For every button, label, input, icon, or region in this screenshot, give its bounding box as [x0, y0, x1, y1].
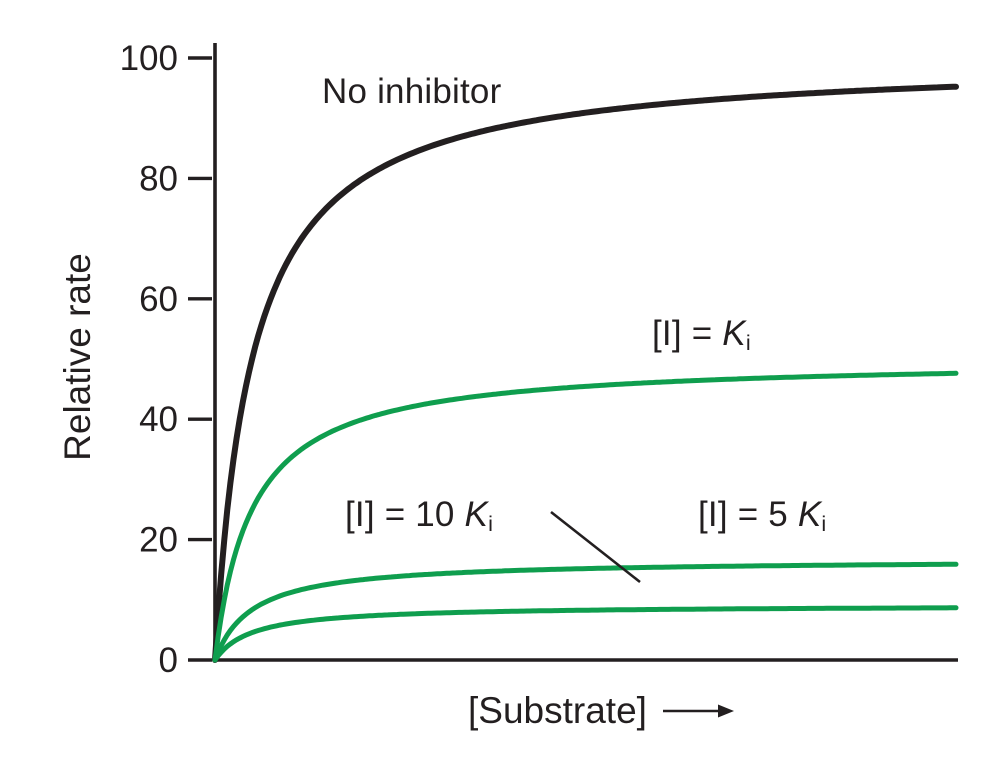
y-tick-label: 80: [139, 159, 178, 198]
curve-label-i-equals-5ki: [I] = 5 Ki: [698, 495, 826, 537]
curve-label-part: [I] =: [652, 314, 723, 353]
curve-label-part: K: [464, 495, 489, 534]
label-leader-line: [550, 510, 641, 584]
curve-label-part: K: [722, 314, 746, 353]
y-tick-label: 0: [159, 641, 178, 680]
x-axis-title-text: [Substrate]: [468, 690, 647, 731]
curve-label-i-equals-ki: [I] = Ki: [652, 314, 751, 356]
curve-label-i-equals-10ki: [I] = 10 Ki: [345, 495, 493, 537]
y-tick-label: 20: [139, 521, 178, 560]
curve-label-part: [I] = 10: [345, 495, 465, 534]
curve-series-2: [212, 561, 959, 663]
x-axis-title: [Substrate]: [468, 690, 735, 732]
curve-label-part: K: [797, 495, 822, 534]
y-tick-label: 60: [139, 280, 178, 319]
y-axis-title: Relative rate: [57, 253, 98, 461]
curve-label-part: [I] = 5: [698, 495, 798, 534]
curve-label-part: i: [745, 329, 751, 355]
curve-label-part: No inhibitor: [322, 72, 502, 111]
curve-series-3: [212, 605, 959, 663]
right-arrow-icon: [662, 704, 734, 718]
curve-series-1: [212, 370, 959, 663]
curve-label-part: i: [488, 510, 494, 536]
y-tick-label: 40: [139, 400, 178, 439]
curve-label-no-inhibitor: No inhibitor: [322, 72, 501, 112]
curve-label-part: i: [821, 510, 827, 536]
curve-no-inhibitor: [212, 83, 959, 663]
y-tick-label: 100: [120, 39, 178, 78]
